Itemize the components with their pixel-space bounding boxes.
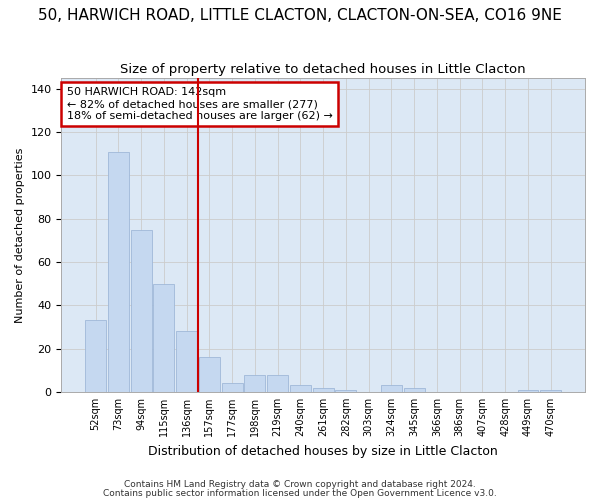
Bar [222, 384, 242, 392]
Bar [313, 388, 334, 392]
Text: Contains HM Land Registry data © Crown copyright and database right 2024.: Contains HM Land Registry data © Crown c… [124, 480, 476, 489]
Bar [244, 374, 265, 392]
X-axis label: Distribution of detached houses by size in Little Clacton: Distribution of detached houses by size … [148, 444, 498, 458]
Bar [381, 386, 402, 392]
Bar [404, 388, 425, 392]
Bar [290, 386, 311, 392]
Text: 50 HARWICH ROAD: 142sqm
← 82% of detached houses are smaller (277)
18% of semi-d: 50 HARWICH ROAD: 142sqm ← 82% of detache… [67, 88, 332, 120]
Bar [267, 374, 288, 392]
Bar [335, 390, 356, 392]
Bar [131, 230, 152, 392]
Y-axis label: Number of detached properties: Number of detached properties [15, 148, 25, 322]
Text: Contains public sector information licensed under the Open Government Licence v3: Contains public sector information licen… [103, 488, 497, 498]
Bar [176, 332, 197, 392]
Bar [108, 152, 129, 392]
Bar [540, 390, 561, 392]
Bar [85, 320, 106, 392]
Bar [199, 358, 220, 392]
Text: 50, HARWICH ROAD, LITTLE CLACTON, CLACTON-ON-SEA, CO16 9NE: 50, HARWICH ROAD, LITTLE CLACTON, CLACTO… [38, 8, 562, 22]
Bar [518, 390, 538, 392]
Bar [154, 284, 175, 392]
Title: Size of property relative to detached houses in Little Clacton: Size of property relative to detached ho… [121, 62, 526, 76]
